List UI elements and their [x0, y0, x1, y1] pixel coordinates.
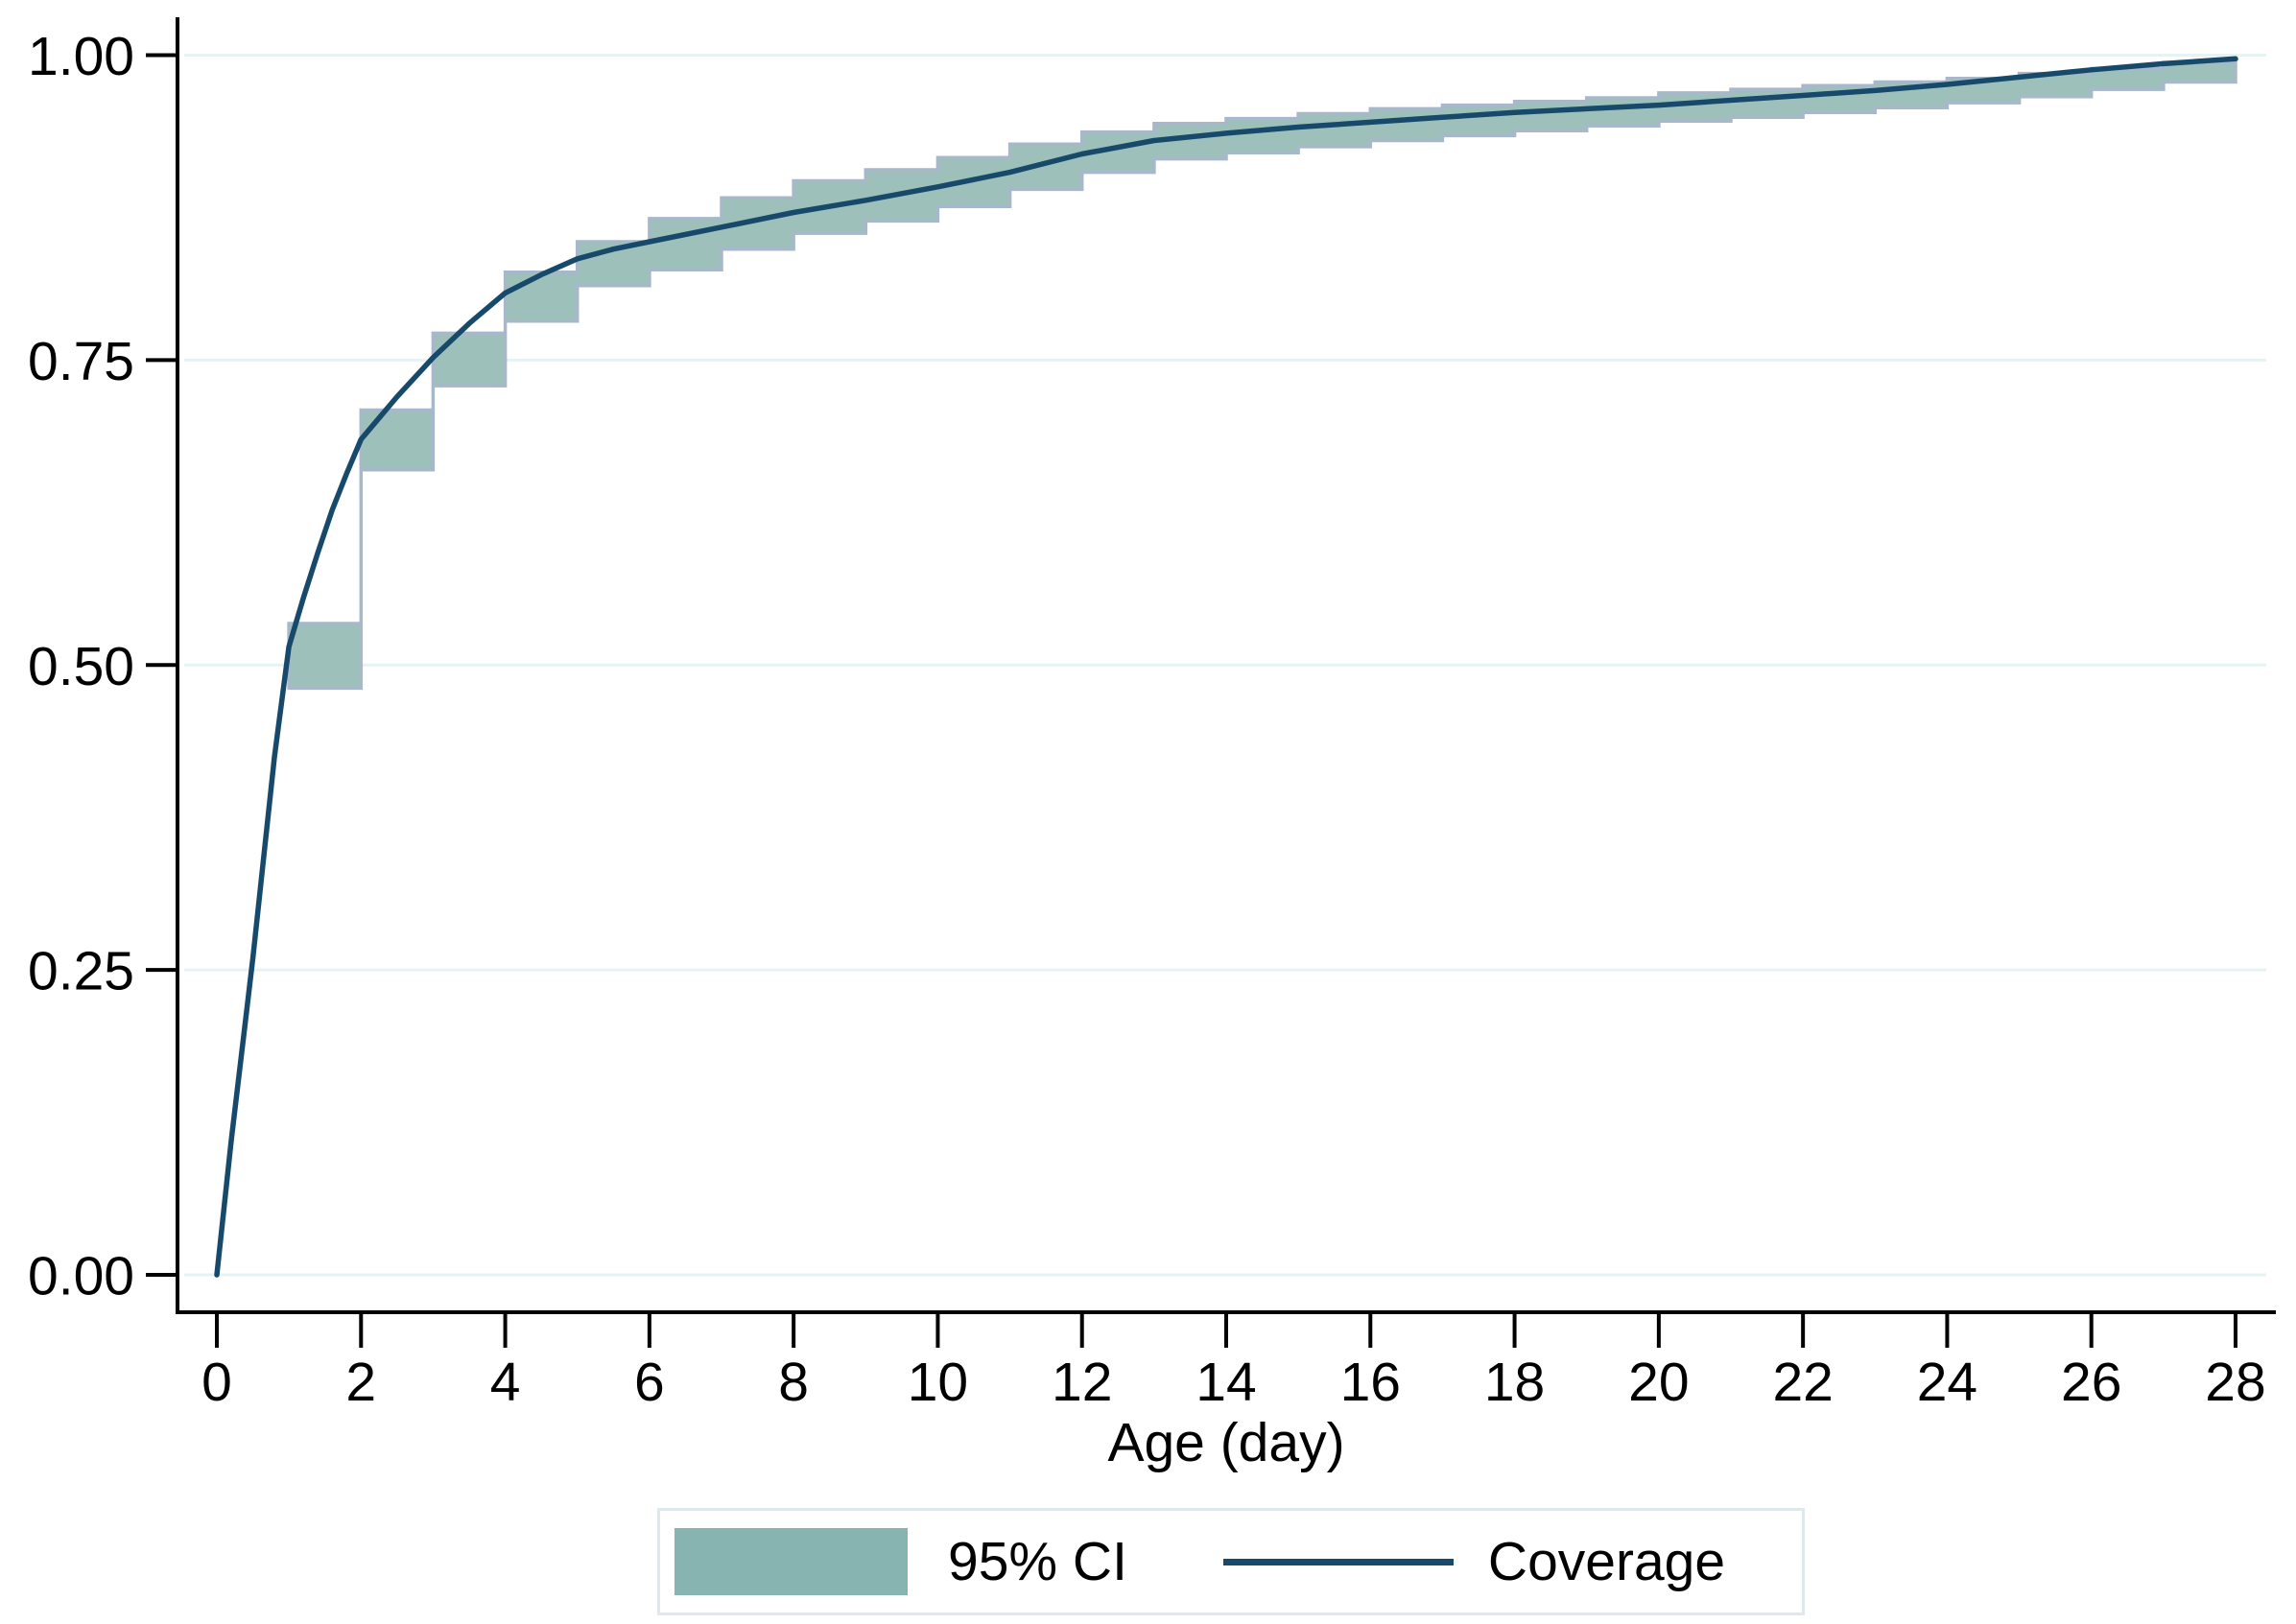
- coverage-line-sample: [1222, 1558, 1454, 1565]
- x-tick-label: 20: [1628, 1352, 1689, 1413]
- x-tick-label: 4: [490, 1352, 521, 1413]
- y-tick-label: 0.75: [28, 331, 134, 392]
- x-tick-label: 10: [908, 1352, 968, 1413]
- x-tick-label: 8: [778, 1352, 809, 1413]
- x-tick-label: 6: [634, 1352, 665, 1413]
- x-tick-label: 0: [201, 1352, 232, 1413]
- x-tick-label: 28: [2205, 1352, 2265, 1413]
- x-tick-label: 26: [2061, 1352, 2121, 1413]
- y-tick-label: 0.00: [28, 1246, 134, 1307]
- coverage-label: Coverage: [1487, 1530, 1726, 1592]
- x-tick-label: 12: [1052, 1352, 1112, 1413]
- coverage-line: [214, 56, 2238, 1278]
- x-tick-label: 22: [1772, 1352, 1833, 1413]
- x-tick-label: 14: [1195, 1352, 1256, 1413]
- ci-band: [287, 60, 2237, 691]
- x-tick-label: 18: [1484, 1352, 1545, 1413]
- y-tick-label: 0.50: [28, 636, 134, 697]
- ci-swatch: [675, 1528, 908, 1595]
- legend: 95% CI Coverage: [657, 1508, 1805, 1615]
- x-axis-title: Age (day): [1107, 1412, 1344, 1473]
- y-tick-label: 1.00: [28, 26, 134, 87]
- y-tick-label: 0.25: [28, 941, 134, 1002]
- ci-label: 95% CI: [948, 1530, 1127, 1592]
- x-tick-label: 24: [1917, 1352, 1977, 1413]
- x-tick-label: 2: [345, 1352, 376, 1413]
- x-tick-label: 16: [1340, 1352, 1401, 1413]
